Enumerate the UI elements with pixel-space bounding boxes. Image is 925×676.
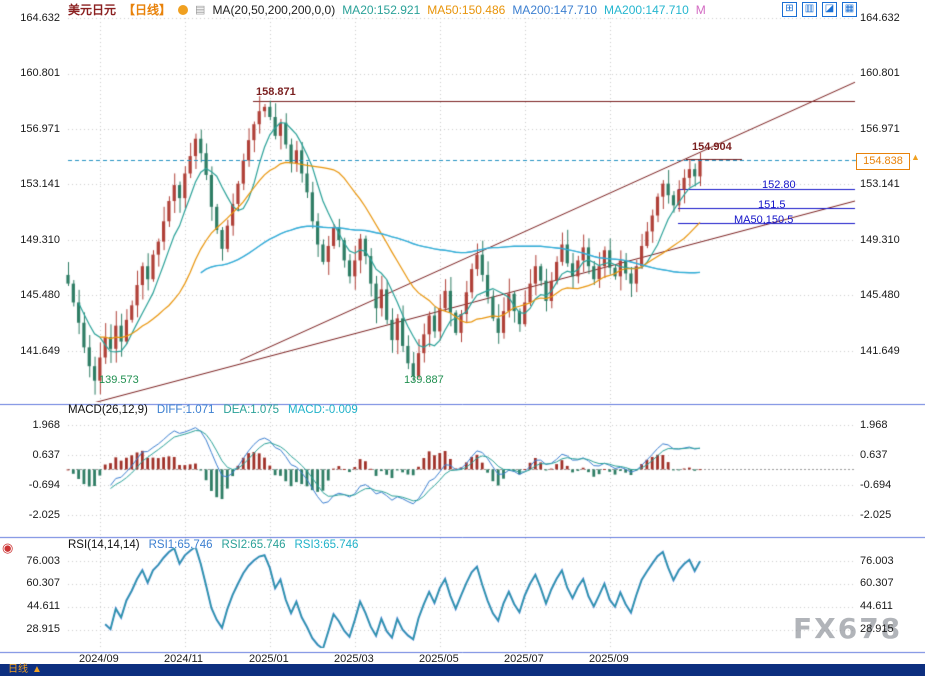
ma-settings-label: MA(20,50,200,200,0,0) <box>212 2 336 17</box>
rsi-title: RSI(14,14,14) <box>68 539 140 551</box>
ma-extra-value: M <box>695 2 706 17</box>
ma200b-value: MA200:147.710 <box>604 2 689 17</box>
ma200-value: MA200:147.710 <box>512 2 598 17</box>
macd-dea-value: DEA:1.075 <box>223 404 280 416</box>
rsi3-value: RSI3:65.746 <box>294 539 359 551</box>
macd-title-row: MACD(26,12,9) DIFF:1.071 DEA:1.075 MACD:… <box>68 404 358 416</box>
period-tag[interactable]: 【日线】 <box>123 3 172 17</box>
rsi-axis-label-right: 28.915 <box>860 623 894 636</box>
macd-axis-label-right: 1.968 <box>860 418 888 431</box>
symbol-title: 美元日元 <box>68 3 117 17</box>
date-label: 2025/03 <box>334 653 374 665</box>
price-axis-label-left: 149.310 <box>20 233 60 246</box>
bottom-period-arrow-icon: ▲ <box>32 664 42 675</box>
indicator-dot-icon <box>178 4 189 15</box>
macd-title: MACD(26,12,9) <box>68 404 148 416</box>
macd-axis-label-right: -0.694 <box>860 478 892 491</box>
price-axis-label-right: 145.480 <box>860 288 900 301</box>
add-panel-icon[interactable]: ⊞ <box>782 2 797 17</box>
rsi-axis-label-right: 76.003 <box>860 554 894 567</box>
rsi-title-row: RSI(14,14,14) RSI1:65.746 RSI2:65.746 RS… <box>68 539 358 551</box>
price-axis-label-right: 153.141 <box>860 177 900 190</box>
date-label: 2025/09 <box>589 653 629 665</box>
ma50-value: MA50:150.486 <box>427 2 506 17</box>
rsi-axis-label-left: 60.307 <box>26 577 60 590</box>
date-label: 2025/01 <box>249 653 289 665</box>
peak-high-label: 158.871 <box>256 86 296 98</box>
bar-chart-icon[interactable]: ▥ <box>802 2 817 17</box>
ma-settings-icon[interactable]: ▤ <box>195 4 206 16</box>
level-3-label: MA50,150.5 <box>734 214 794 226</box>
rsi-axis-label-right: 60.307 <box>860 577 894 590</box>
price-marker-icon: ▲ <box>911 152 920 162</box>
date-label: 2024/11 <box>164 653 203 665</box>
price-axis-label-left: 164.632 <box>20 11 60 24</box>
rsi1-value: RSI1:65.746 <box>148 539 213 551</box>
macd-axis-label-left: -2.025 <box>28 508 60 521</box>
rsi-axis-label-right: 44.611 <box>860 600 893 613</box>
price-axis-label-left: 160.801 <box>20 67 60 79</box>
line-chart-icon[interactable]: ◪ <box>822 2 837 17</box>
low-sep-label: 139.573 <box>99 374 139 386</box>
price-axis-label-right: 160.801 <box>860 67 900 79</box>
header-toolbar: ⊞ ▥ ◪ ▦ <box>782 2 857 17</box>
rsi-axis-label-left: 44.611 <box>27 600 60 613</box>
macd-hist-value: MACD:-0.009 <box>288 404 358 416</box>
watermark: FX678 <box>793 612 903 645</box>
rsi-axis-label-left: 76.003 <box>26 554 60 567</box>
price-axis-label-right: 156.971 <box>860 122 900 135</box>
macd-axis-label-left: 0.637 <box>32 448 60 461</box>
target-icon[interactable]: ◉ <box>2 540 14 555</box>
price-axis-label-left: 153.141 <box>20 177 60 190</box>
bottom-period-selector[interactable]: 日线 ▲ <box>0 664 925 676</box>
macd-diff-value: DIFF:1.071 <box>156 404 215 416</box>
low-apr-label: 139.887 <box>404 374 444 386</box>
chart-header: 美元日元 【日线】 ▤ MA(20,50,200,200,0,0) MA20:1… <box>68 1 706 18</box>
level-1-label: 152.80 <box>762 179 796 191</box>
grid-settings-icon[interactable]: ▦ <box>842 2 857 17</box>
ma20-value: MA20:152.921 <box>342 2 421 17</box>
date-label: 2024/09 <box>79 653 119 665</box>
current-price-box: 154.838 <box>856 153 910 170</box>
date-label: 2025/07 <box>504 653 544 665</box>
macd-axis-label-right: 0.637 <box>860 448 888 461</box>
macd-axis-label-left: 1.968 <box>32 418 60 431</box>
date-label: 2025/05 <box>419 653 459 665</box>
macd-axis-label-left: -0.694 <box>28 478 60 491</box>
level-2-label: 151.5 <box>758 199 786 211</box>
bottom-period-label: 日线 <box>8 664 28 675</box>
price-axis-label-left: 145.480 <box>20 288 60 301</box>
price-axis-label-right: 149.310 <box>860 233 900 246</box>
price-axis-label-right: 141.649 <box>860 344 900 357</box>
recent-high-label: 154.904 <box>692 141 732 153</box>
rsi2-value: RSI2:65.746 <box>221 539 286 551</box>
price-axis-label-left: 141.649 <box>20 344 60 357</box>
macd-axis-label-right: -2.025 <box>860 508 892 521</box>
price-axis-label-right: 164.632 <box>860 11 900 24</box>
rsi-axis-label-left: 28.915 <box>26 623 60 636</box>
price-axis-label-left: 156.971 <box>20 122 60 135</box>
